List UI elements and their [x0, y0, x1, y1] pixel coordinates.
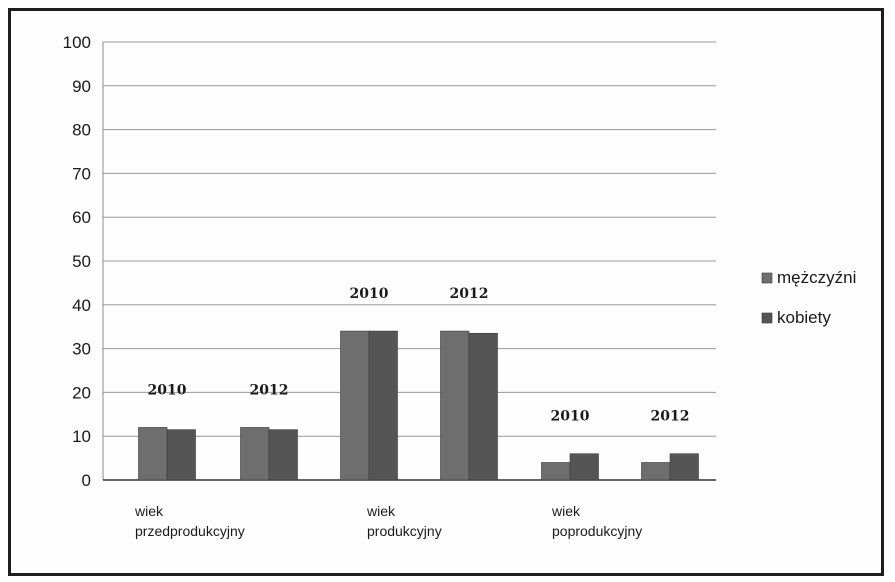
y-tick-label: 0: [82, 471, 91, 490]
y-tick-label: 40: [72, 296, 91, 315]
y-tick-label: 50: [72, 252, 91, 271]
category-label: produkcyjny: [367, 523, 442, 539]
bar-kobiety: [368, 330, 398, 481]
y-tick-label: 80: [72, 121, 91, 140]
bar-kobiety: [669, 453, 699, 481]
chart-frame: [8, 8, 884, 576]
bar-mezczyzni: [138, 427, 168, 481]
y-tick-label: 10: [72, 427, 91, 446]
bar-kobiety: [166, 429, 196, 481]
bar-mezczyzni: [541, 462, 571, 481]
category-label: wiek: [134, 503, 164, 519]
legend-label: mężczyźni: [777, 268, 856, 287]
y-tick-label: 70: [72, 164, 91, 183]
bar-mezczyzni: [440, 330, 470, 481]
category-label: poprodukcyjny: [552, 523, 642, 539]
legend-swatch: [761, 272, 773, 284]
y-tick-label: 20: [72, 383, 91, 402]
bar-mezczyzni: [240, 427, 270, 481]
bar-mezczyzni: [641, 462, 671, 481]
year-label: 2010: [350, 286, 389, 302]
y-tick-label: 100: [63, 33, 91, 52]
category-label: wiek: [366, 503, 396, 519]
bar-kobiety: [468, 332, 498, 481]
bar-kobiety: [268, 429, 298, 481]
year-label: 2010: [551, 409, 590, 425]
y-tick-label: 90: [72, 77, 91, 96]
year-label: 2010: [148, 382, 187, 398]
year-label: 2012: [250, 382, 289, 398]
category-label: przedprodukcyjny: [135, 523, 245, 539]
legend-swatch: [761, 312, 773, 324]
y-tick-label: 60: [72, 208, 91, 227]
legend-label: kobiety: [777, 308, 831, 327]
bar-mezczyzni: [340, 330, 370, 481]
bar-kobiety: [569, 453, 599, 481]
year-label: 2012: [651, 409, 690, 425]
y-tick-label: 30: [72, 340, 91, 359]
category-label: wiek: [551, 503, 581, 519]
year-label: 2012: [450, 286, 489, 302]
